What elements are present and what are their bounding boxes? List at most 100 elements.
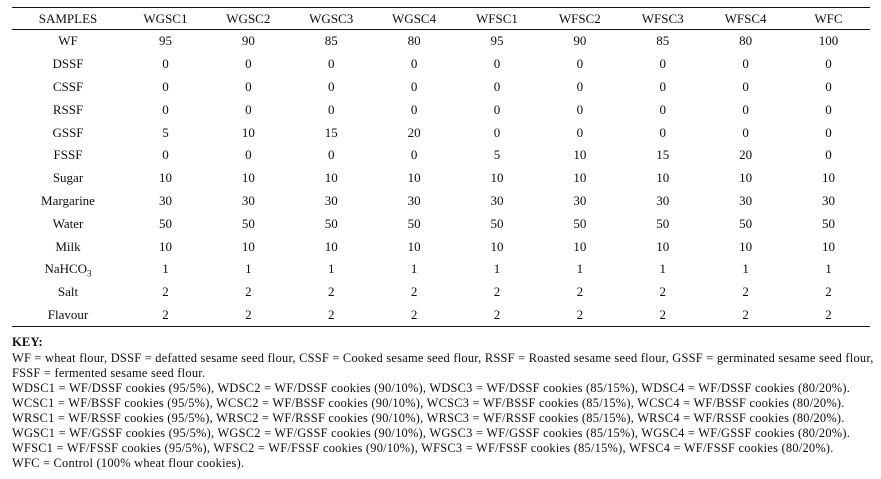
table-cell: 0 (825, 124, 832, 140)
table-cell: 100 (818, 33, 839, 49)
key-line-5: WRSC1 = WF/RSSF cookies (95/5%), WRSC2 =… (12, 410, 845, 425)
table-cell: 0 (825, 101, 832, 117)
table-cell: 0 (410, 147, 418, 163)
table-cell: 10 (158, 170, 172, 186)
table-cell: 30 (407, 192, 421, 208)
table-cell: 2 (493, 306, 501, 322)
table-row-milk: Milk 10 10 10 10 10 10 10 10 10 (12, 235, 870, 258)
table-cell: 50 (822, 215, 835, 231)
table-cell: 30 (241, 192, 255, 208)
row-label: WF (58, 33, 78, 49)
column-header-wfsc4: WFSC4 (704, 7, 787, 30)
table-row-margarine: Margarine 30 30 30 30 30 30 30 30 30 (12, 190, 870, 213)
key-line-3: WDSC1 = WF/DSSF cookies (95/5%), WDSC2 =… (12, 380, 851, 395)
table-cell: 0 (493, 124, 501, 140)
table-header-row: SAMPLES WGSC1 WGSC2 WGSC3 WGSC4 WFSC1 WFSC2 WFS… (12, 7, 870, 30)
table-cell: 0 (493, 78, 501, 94)
table-cell: 50 (158, 215, 172, 231)
row-label: CSSF (52, 78, 84, 94)
table-cell: 2 (825, 284, 832, 300)
table-cell: 10 (324, 238, 338, 254)
table-cell: 10 (241, 170, 255, 186)
column-header-wfsc1: WFSC1 (455, 7, 539, 30)
table-cell: 50 (739, 215, 753, 231)
table-cell: 2 (327, 306, 335, 322)
table-cell: 2 (659, 306, 666, 322)
column-header-wgsc4: WGSC4 (372, 7, 456, 30)
table-cell: 0 (825, 56, 832, 72)
table-cell: 0 (410, 56, 418, 72)
table-cell: 15 (324, 124, 338, 140)
table-cell: 10 (407, 238, 421, 254)
table-cell: 10 (822, 170, 835, 186)
key-line-6: WGSC1 = WF/GSSF cookies (95/5%), WGSC2 =… (12, 426, 851, 441)
table-cell: 0 (245, 78, 252, 94)
table-cell: 85 (656, 33, 670, 49)
table-cell: 0 (576, 56, 584, 72)
table-cell: 30 (573, 192, 587, 208)
key-line-7: WFSC1 = WF/FSSF cookies (95/5%), WFSC2 =… (12, 441, 834, 456)
table-cell: 0 (245, 56, 252, 72)
table-cell: 10 (407, 170, 421, 186)
table-cell: 30 (739, 192, 753, 208)
table-cell: 0 (162, 147, 169, 163)
table-cell: 0 (162, 78, 169, 94)
table-cell: 10 (573, 238, 587, 254)
table-row-water: Water 50 50 50 50 50 50 50 50 50 (12, 212, 870, 235)
table-cell: 10 (656, 170, 670, 186)
table-row-cssf: CSSF 0 0 0 0 0 0 0 0 0 (12, 76, 870, 99)
table-cell: 0 (162, 101, 169, 117)
table-cell: 2 (576, 284, 584, 300)
table-cell: 0 (742, 56, 749, 72)
table-cell: 0 (659, 124, 666, 140)
row-label: Sugar (52, 170, 84, 186)
table-cell: 0 (576, 124, 584, 140)
table-cell: 1 (410, 261, 418, 277)
key-lines: WF = wheat flour, DSSF = defatted sesame… (12, 351, 874, 472)
key-heading: KEY: (12, 335, 43, 350)
table-cell: 1 (659, 261, 666, 277)
table-cell: 10 (739, 238, 753, 254)
table-cell: 5 (493, 147, 501, 163)
table-cell: 10 (490, 238, 504, 254)
table-cell: 2 (825, 306, 832, 322)
table-cell: 0 (410, 101, 418, 117)
row-label: Milk (55, 238, 81, 254)
table-cell: 10 (490, 170, 504, 186)
table-row-fssf: FSSF 0 0 0 0 5 10 15 20 0 (12, 144, 870, 167)
row-label: DSSF (52, 56, 84, 72)
row-label: Water (52, 215, 84, 231)
table-row-salt: Salt 2 2 2 2 2 2 2 2 2 (12, 281, 870, 304)
table-cell: 0 (659, 101, 666, 117)
table-cell: 0 (576, 78, 584, 94)
table-cell: 0 (162, 56, 169, 72)
table-cell: 10 (656, 238, 670, 254)
formulation-table: SAMPLES WGSC1 WGSC2 WGSC3 WGSC4 WFSC1 WFSC2 WFS… (12, 7, 870, 328)
table-cell: 2 (742, 284, 749, 300)
table-cell: 20 (739, 147, 753, 163)
table-cell: 20 (407, 124, 421, 140)
column-header-wgsc3: WGSC3 (289, 7, 373, 30)
row-label: FSSF (53, 147, 83, 163)
table-cell: 0 (410, 78, 418, 94)
row-label: Margarine (41, 192, 95, 208)
table-cell: 15 (656, 147, 670, 163)
table-cell: 50 (656, 215, 670, 231)
key-line-4: WCSC1 = WF/BSSF cookies (95/5%), WCSC2 =… (12, 395, 845, 410)
table-cell: 50 (407, 215, 421, 231)
table-cell: 2 (245, 284, 252, 300)
table-cell: 10 (158, 238, 172, 254)
table-cell: 80 (739, 33, 753, 49)
column-header-wfsc3: WFSC3 (621, 7, 705, 30)
table-cell: 90 (573, 33, 587, 49)
table-cell: 50 (490, 215, 504, 231)
table-cell: 2 (410, 284, 418, 300)
table-cell: 50 (241, 215, 255, 231)
table-cell: 90 (241, 33, 255, 49)
table-cell: 10 (324, 170, 338, 186)
table-row-rssf: RSSF 0 0 0 0 0 0 0 0 0 (12, 98, 870, 121)
table-cell: 2 (410, 306, 418, 322)
table-cell: 1 (245, 261, 252, 277)
formulation-table-head: SAMPLES WGSC1 WGSC2 WGSC3 WGSC4 WFSC1 WFSC2 WFS… (12, 7, 870, 30)
